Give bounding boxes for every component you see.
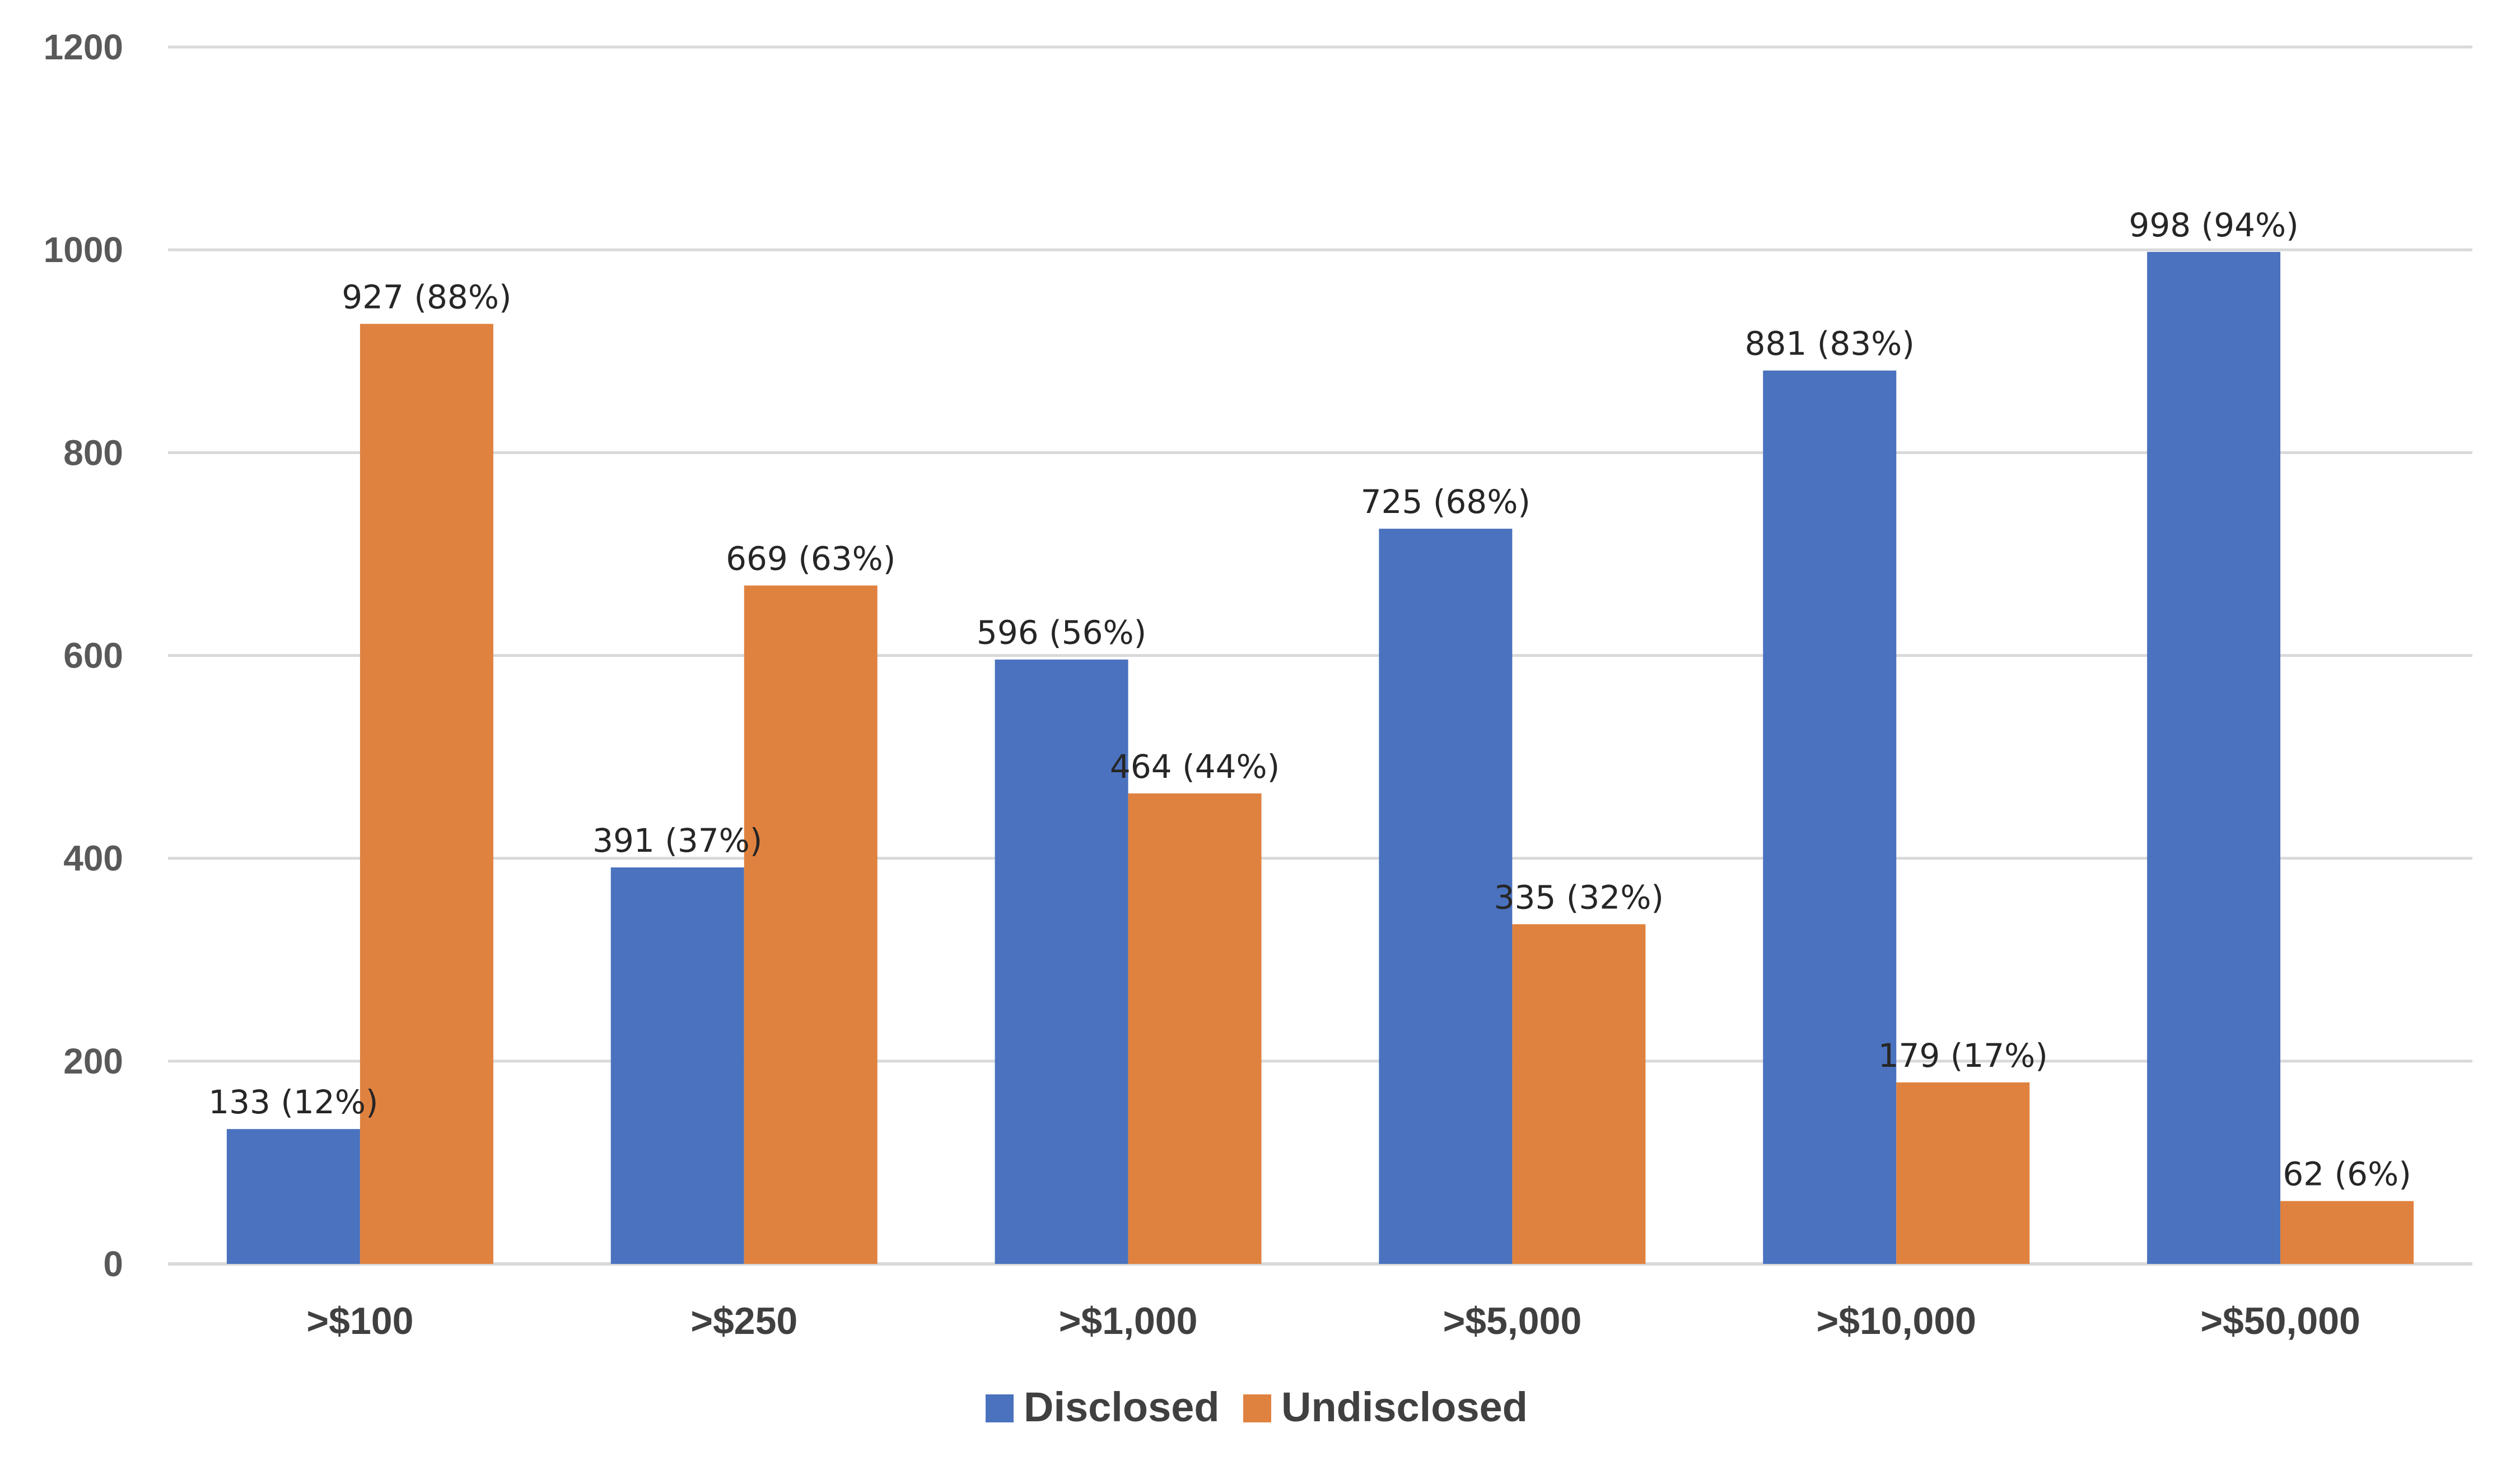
data-label: 669 (63%) <box>726 540 895 578</box>
bar-disclosed <box>2147 251 2281 1264</box>
bars <box>226 251 2414 1264</box>
data-label: 596 (56%) <box>977 614 1146 652</box>
legend-swatch-undisclosed <box>1243 1394 1271 1422</box>
data-labels: 133 (12%) 927 (88%) 391 (37%) 669 (63%) 596 … <box>208 206 2411 1193</box>
y-tick-label: 0 <box>103 1244 123 1284</box>
data-label: 133 (12%) <box>208 1083 378 1121</box>
bar-disclosed <box>610 867 744 1264</box>
y-tick-label: 600 <box>63 636 123 676</box>
data-label: 464 (44%) <box>1110 748 1280 786</box>
x-category-label: >$50,000 <box>2200 1300 2360 1342</box>
bar-undisclosed <box>1128 793 1262 1264</box>
y-tick-label: 200 <box>63 1041 123 1081</box>
bar-undisclosed <box>360 324 493 1264</box>
data-label: 725 (68%) <box>1361 483 1530 521</box>
legend-label-disclosed: Disclosed <box>1024 1384 1220 1430</box>
bar-undisclosed <box>744 585 878 1264</box>
y-tick-label: 800 <box>63 432 123 473</box>
gridlines <box>168 45 2472 1266</box>
bar-disclosed <box>1763 370 1897 1264</box>
x-category-label: >$10,000 <box>1816 1300 1976 1342</box>
legend: Disclosed Undisclosed <box>986 1384 1528 1430</box>
y-tick-label: 1000 <box>44 230 123 270</box>
data-label: 335 (32%) <box>1494 878 1664 916</box>
x-category-label: >$250 <box>690 1300 797 1342</box>
data-label: 391 (37%) <box>592 822 762 860</box>
data-label: 179 (17%) <box>1878 1037 2048 1075</box>
x-axis-categories: >$100 >$250 >$1,000 >$5,000 >$10,000 >$50,000 <box>306 1300 2360 1342</box>
x-category-label: >$5,000 <box>1443 1300 1582 1342</box>
data-label: 927 (88%) <box>342 278 511 316</box>
legend-swatch-disclosed <box>986 1394 1014 1422</box>
bar-disclosed <box>995 659 1128 1264</box>
data-label: 998 (94%) <box>2129 206 2298 244</box>
bar-undisclosed <box>1896 1082 2030 1264</box>
bar-disclosed <box>1379 529 1513 1264</box>
data-label: 62 (6%) <box>2283 1155 2411 1193</box>
bar-disclosed <box>226 1129 360 1264</box>
data-label: 881 (83%) <box>1745 325 1915 363</box>
bar-undisclosed <box>2280 1201 2414 1264</box>
x-category-label: >$100 <box>306 1300 413 1342</box>
x-category-label: >$1,000 <box>1059 1300 1198 1342</box>
y-tick-label: 1200 <box>44 27 123 67</box>
y-tick-label: 400 <box>63 838 123 879</box>
y-axis-ticks: 0 200 400 600 800 1000 1200 <box>44 27 123 1284</box>
legend-label-undisclosed: Undisclosed <box>1281 1384 1528 1430</box>
bar-undisclosed <box>1512 924 1646 1264</box>
